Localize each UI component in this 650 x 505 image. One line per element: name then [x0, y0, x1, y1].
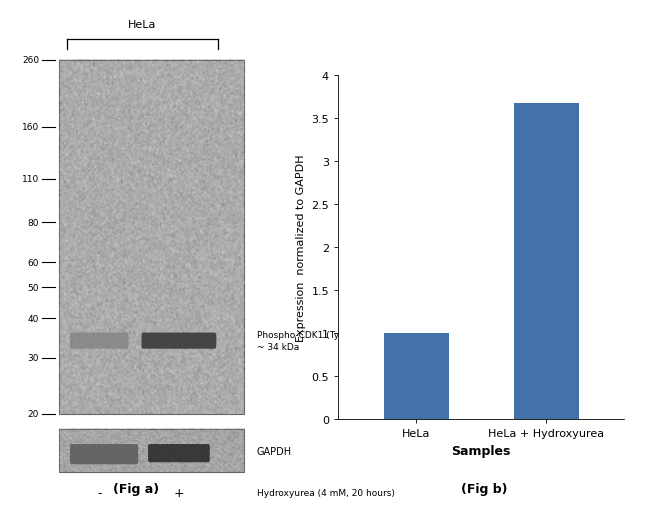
- Text: 110: 110: [21, 175, 39, 184]
- FancyBboxPatch shape: [148, 444, 210, 463]
- Text: 50: 50: [27, 283, 39, 292]
- Bar: [58, 429, 244, 472]
- Text: 260: 260: [22, 56, 39, 65]
- Y-axis label: Expression  normalized to GAPDH: Expression normalized to GAPDH: [296, 154, 306, 341]
- Bar: [384, 333, 448, 419]
- FancyBboxPatch shape: [142, 333, 216, 349]
- Text: 20: 20: [27, 410, 39, 419]
- Text: Phospho-CDK1 (Tyr15)
~ 34 kDa: Phospho-CDK1 (Tyr15) ~ 34 kDa: [257, 331, 358, 351]
- Text: HeLa: HeLa: [128, 20, 157, 30]
- Text: 80: 80: [27, 219, 39, 228]
- Text: (Fig b): (Fig b): [461, 482, 508, 495]
- FancyBboxPatch shape: [70, 333, 129, 349]
- Text: 60: 60: [27, 258, 39, 267]
- Text: 160: 160: [21, 123, 39, 132]
- Bar: [58, 61, 244, 414]
- Text: +: +: [174, 486, 184, 499]
- Bar: [514, 104, 578, 419]
- Text: GAPDH: GAPDH: [257, 446, 292, 456]
- Text: 30: 30: [27, 354, 39, 363]
- Text: (Fig a): (Fig a): [114, 482, 159, 495]
- X-axis label: Samples: Samples: [451, 444, 511, 457]
- FancyBboxPatch shape: [70, 444, 138, 465]
- Text: -: -: [97, 486, 101, 499]
- Text: 40: 40: [27, 314, 39, 323]
- Text: Hydroxyurea (4 mM, 20 hours): Hydroxyurea (4 mM, 20 hours): [257, 488, 395, 497]
